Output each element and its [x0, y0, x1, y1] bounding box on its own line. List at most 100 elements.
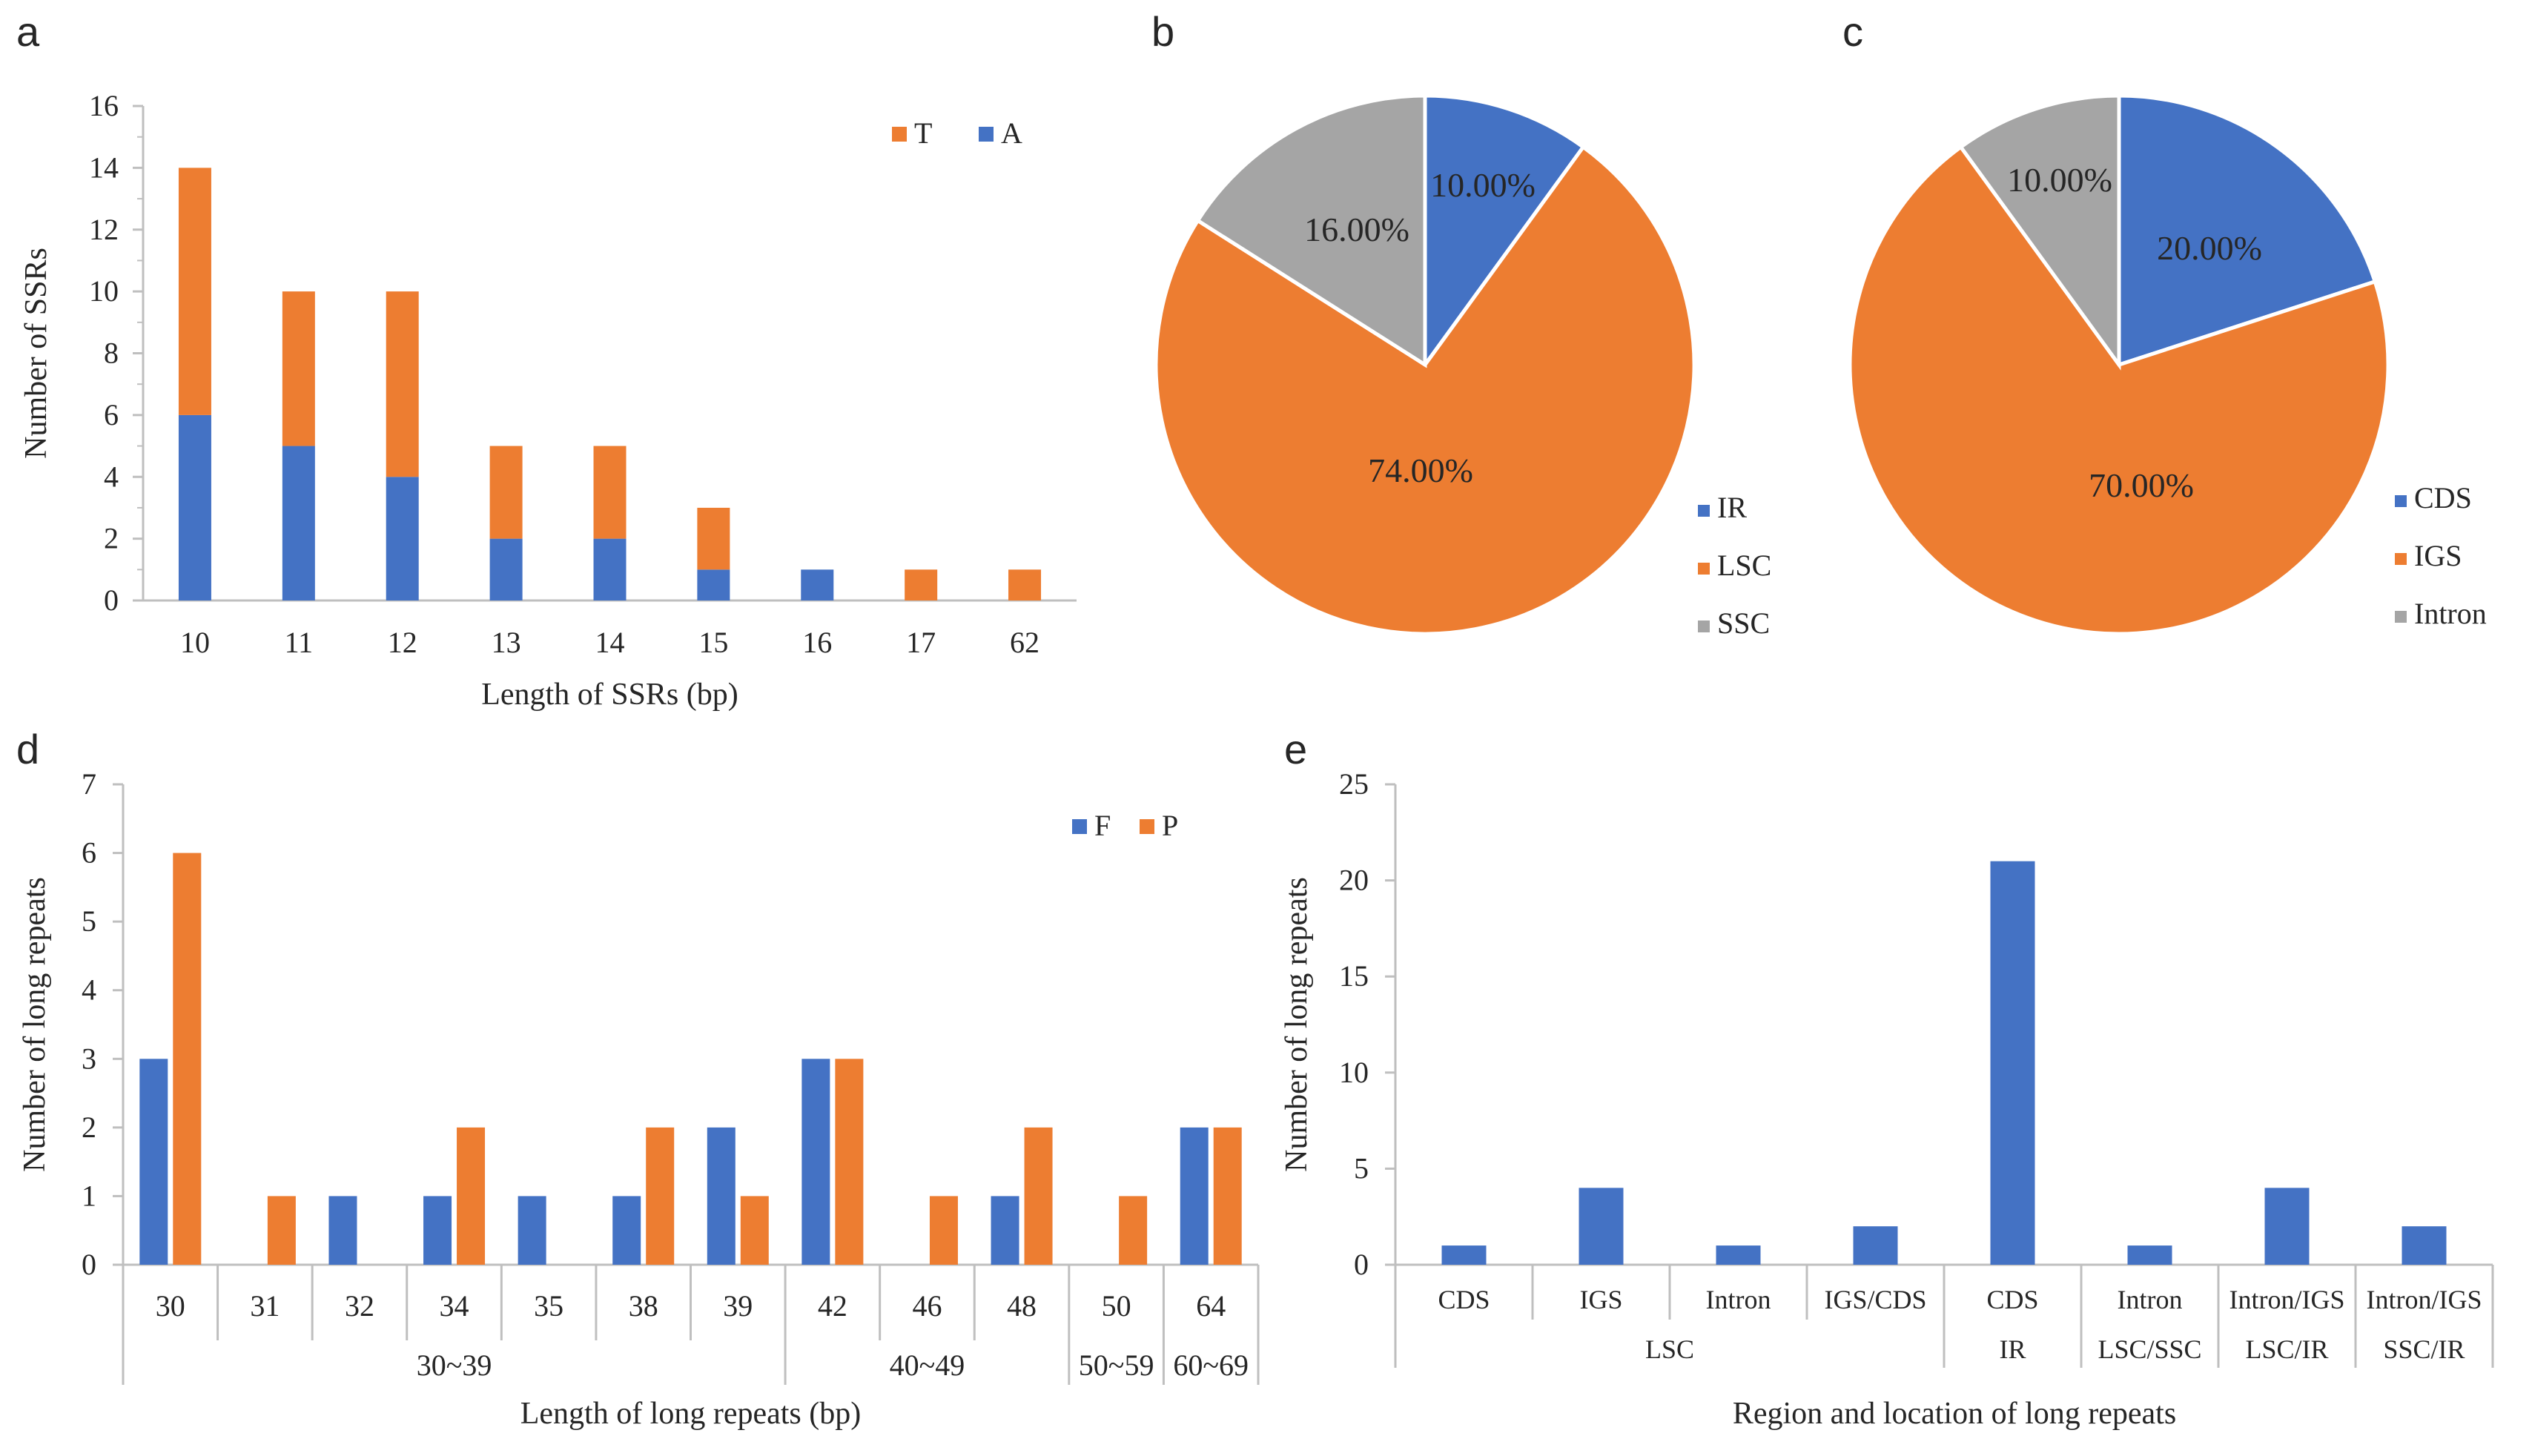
d-bar-F-35	[518, 1196, 546, 1265]
e-bar-4-CDS	[1990, 861, 2035, 1265]
e-bar-2-Intron	[1716, 1245, 1761, 1265]
a-bar-A-16	[801, 569, 834, 600]
a-legend-swatch-T	[892, 127, 907, 142]
a-legend-swatch-A	[979, 127, 994, 142]
a-bar-A-13	[489, 538, 523, 600]
c-legend-swatch-IGS	[2395, 553, 2407, 565]
e-y-tick-label: 5	[1354, 1151, 1369, 1185]
d-x-tick-label: 48	[1007, 1289, 1037, 1323]
d-y-tick-label: 6	[82, 836, 96, 870]
d-y-tick-label: 0	[82, 1248, 96, 1281]
d-bar-F-48	[991, 1196, 1019, 1265]
d-group-label: 30~39	[417, 1349, 492, 1382]
b-legend-swatch-LSC	[1698, 563, 1710, 575]
b-data-label-LSC: 74.00%	[1368, 451, 1473, 489]
e-x-axis-title: Region and location of long repeats	[1733, 1397, 2176, 1431]
d-bar-F-39	[707, 1127, 736, 1265]
d-x-tick-label: 30	[156, 1289, 185, 1323]
b-data-label-SSC: 16.00%	[1304, 211, 1409, 248]
d-bar-P-42	[835, 1059, 864, 1265]
d-bar-P-31	[267, 1196, 296, 1265]
a-bar-A-12	[386, 477, 419, 600]
b-slice-LSC	[1154, 144, 1696, 636]
c-slice-IGS	[1848, 144, 2390, 636]
c-data-label-IGS: 70.00%	[2089, 466, 2194, 504]
e-y-axis-title: Number of long repeats	[1280, 877, 1314, 1172]
d-legend-swatch-P	[1140, 819, 1154, 834]
d-group-label: 50~59	[1079, 1349, 1154, 1382]
a-bar-A-11	[282, 446, 315, 600]
a-bar-T-62	[1008, 569, 1042, 600]
b-legend-label-SSC: SSC	[1717, 606, 1770, 640]
d-legend-label-F: F	[1094, 809, 1111, 842]
d-x-tick-label: 35	[534, 1289, 563, 1323]
c-legend-label-IGS: IGS	[2414, 539, 2462, 572]
e-x-tick-label: CDS	[1986, 1285, 2038, 1314]
e-bar-7-Intron-IGS	[2402, 1226, 2447, 1265]
d-bar-P-34	[457, 1127, 486, 1265]
d-bar-P-38	[646, 1127, 675, 1265]
d-y-tick-label: 1	[82, 1179, 96, 1212]
d-bar-F-32	[328, 1196, 357, 1265]
a-x-tick-label: 15	[698, 626, 728, 659]
d-bar-F-38	[612, 1196, 641, 1265]
a-y-tick-label: 6	[104, 398, 119, 431]
b-slice-SSC	[1195, 93, 1427, 368]
panel-a-stacked-bar-chart: 0 2 4 6 8 10 12 14 16 10 11 12 13 14 15 16 17 62 Length of…	[19, 89, 1077, 712]
a-x-tick-label: 12	[388, 626, 417, 659]
d-bar-P-64	[1213, 1127, 1242, 1265]
a-bar-A-15	[697, 569, 730, 600]
a-x-tick-label: 10	[180, 626, 210, 659]
e-y-tick-label: 25	[1339, 767, 1369, 801]
e-x-tick-label: IGS/CDS	[1824, 1285, 1926, 1314]
b-legend-swatch-IR	[1698, 505, 1710, 517]
a-y-tick-label: 2	[104, 522, 119, 555]
a-x-tick-label: 14	[595, 626, 625, 659]
d-x-tick-label: 42	[818, 1289, 847, 1323]
d-x-tick-label: 34	[440, 1289, 469, 1323]
panel-label-d: d	[16, 726, 39, 772]
e-x-tick-label: CDS	[1438, 1285, 1490, 1314]
a-bar-T-11	[282, 291, 315, 446]
e-group-label: LSC/IR	[2245, 1334, 2328, 1364]
c-data-label-CDS: 20.00%	[2157, 229, 2262, 267]
d-x-tick-label: 39	[723, 1289, 753, 1323]
a-y-tick-label: 0	[104, 583, 119, 617]
a-bar-A-10	[178, 414, 211, 600]
d-x-tick-label: 50	[1102, 1289, 1131, 1323]
panel-label-e: e	[1284, 726, 1307, 772]
d-bar-F-42	[801, 1059, 830, 1265]
a-legend-label-A: A	[1001, 116, 1022, 150]
d-bar-F-30	[139, 1059, 168, 1265]
d-x-tick-label: 64	[1196, 1289, 1226, 1323]
panel-label-c: c	[1842, 8, 1863, 55]
e-x-tick-label: Intron	[1706, 1285, 1771, 1314]
e-bar-3-IGS-CDS	[1853, 1226, 1898, 1265]
c-legend-label-CDS: CDS	[2414, 481, 2472, 514]
d-bar-F-34	[423, 1196, 452, 1265]
e-bar-1-IGS	[1579, 1188, 1624, 1265]
panel-label-b: b	[1151, 8, 1174, 55]
e-x-tick-label: Intron	[2118, 1285, 2183, 1314]
e-y-tick-label: 0	[1354, 1248, 1369, 1281]
panel-e-bar-chart: 0 5 10 15 20 25 CDS IGS Intron IGS/CDS CDS Intron In…	[1280, 767, 2494, 1431]
b-slice-IR	[1423, 93, 1586, 371]
a-bar-T-15	[697, 507, 730, 570]
a-x-tick-label: 13	[492, 626, 521, 659]
c-legend-swatch-CDS	[2395, 495, 2407, 507]
d-y-tick-label: 7	[82, 767, 96, 801]
e-x-tick-label: Intron/IGS	[2367, 1285, 2482, 1314]
d-y-tick-label: 5	[82, 904, 96, 938]
c-data-label-Intron: 10.00%	[2007, 161, 2112, 199]
e-group-label: LSC	[1645, 1334, 1694, 1364]
c-slice-CDS	[2117, 93, 2378, 368]
e-bar-5-Intron	[2127, 1245, 2172, 1265]
d-bar-P-39	[740, 1196, 769, 1265]
d-legend-swatch-F	[1072, 819, 1087, 834]
d-legend-label-P: P	[1162, 809, 1178, 842]
a-bar-T-14	[593, 446, 627, 539]
e-group-label: SSC/IR	[2383, 1334, 2465, 1364]
a-bar-T-17	[905, 569, 938, 600]
a-x-tick-label: 11	[285, 626, 314, 659]
